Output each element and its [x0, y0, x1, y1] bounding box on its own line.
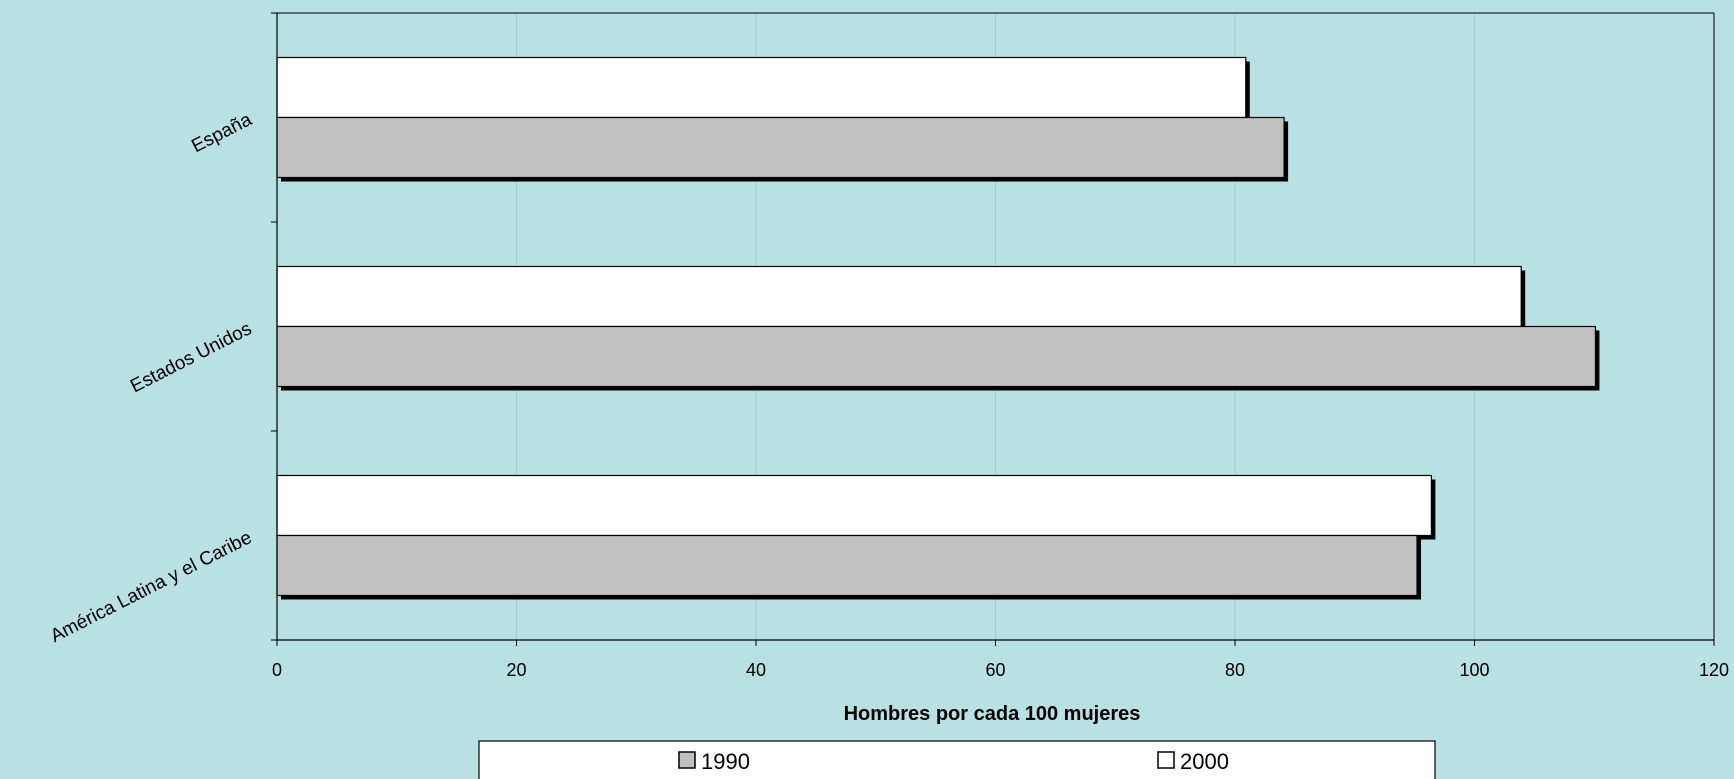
legend-swatch-1990 — [678, 751, 696, 769]
legend-swatch-2000 — [1157, 751, 1175, 769]
bar-1990 — [276, 116, 1285, 179]
bar-1990 — [276, 325, 1597, 388]
bar-2000 — [276, 265, 1522, 328]
x-tick-label: 60 — [985, 660, 1005, 680]
legend-box — [478, 740, 1436, 779]
x-tick-label: 80 — [1225, 660, 1245, 680]
bars — [276, 56, 1600, 600]
x-tick-label: 120 — [1699, 660, 1729, 680]
x-tick-label: 100 — [1459, 660, 1489, 680]
x-tick-label: 20 — [506, 660, 526, 680]
bar-2000 — [276, 474, 1432, 537]
x-tick-label: 40 — [746, 660, 766, 680]
bar-2000 — [276, 56, 1247, 119]
legend: 1990 2000 — [478, 740, 1436, 779]
x-tick-label: 0 — [272, 660, 282, 680]
legend-label-1990: 1990 — [701, 749, 750, 774]
bar-1990 — [276, 534, 1418, 597]
legend-label-2000: 2000 — [1180, 749, 1229, 774]
x-axis-title: Hombres por cada 100 mujeres — [844, 703, 1141, 725]
